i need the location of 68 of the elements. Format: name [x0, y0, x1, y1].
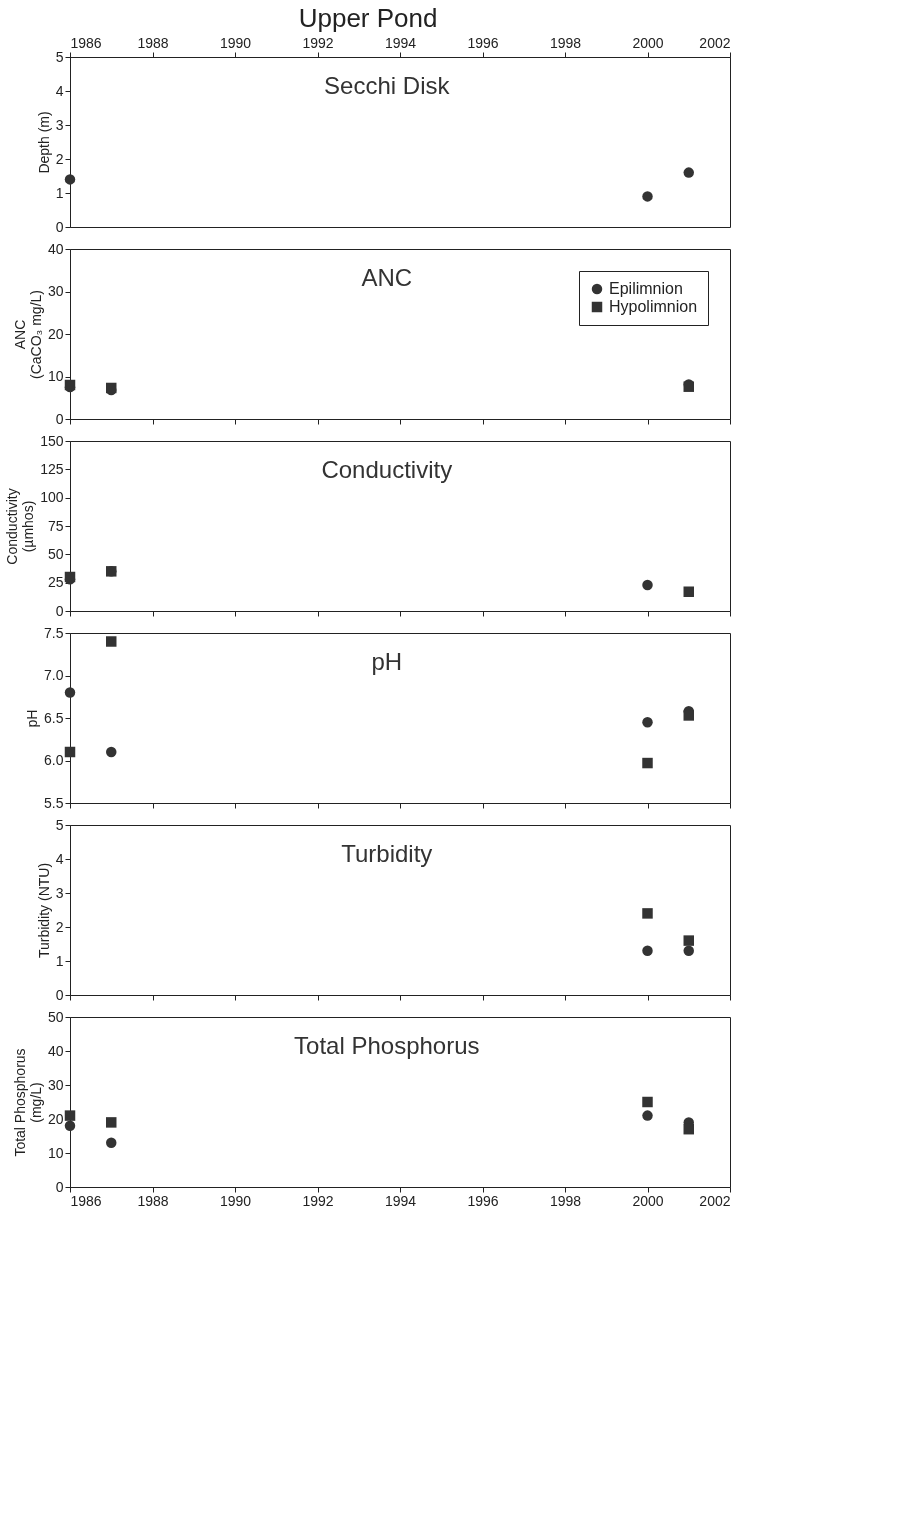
y-tick-label: 2 — [55, 150, 64, 167]
y-tick-label: 2 — [55, 918, 64, 935]
x-tick-label: 1996 — [467, 1192, 499, 1209]
y-axis-title: Conductivity (µmhos) — [4, 488, 37, 565]
y-tick-label: 3 — [55, 884, 64, 901]
y-tick-label: 30 — [47, 283, 64, 299]
x-tick-label: 1986 — [70, 1192, 102, 1209]
y-tick-label: 150 — [40, 432, 64, 449]
y-tick-label: 6.0 — [44, 752, 64, 768]
y-tick-label: 1 — [55, 952, 64, 969]
y-tick-label: 0 — [55, 218, 64, 235]
y-tick-label: 100 — [40, 489, 64, 506]
x-tick-label: 1996 — [467, 34, 499, 51]
legend-label: Epilimnion — [609, 280, 683, 297]
y-axis-title: pH — [24, 709, 41, 728]
y-tick-label: 0 — [55, 602, 64, 619]
x-tick-label: 1992 — [302, 1192, 334, 1209]
y-tick-label: 30 — [47, 1076, 64, 1093]
x-tick-label: 1988 — [137, 34, 169, 51]
x-tick-label: 1988 — [137, 1192, 169, 1209]
y-tick-label: 20 — [47, 1110, 64, 1127]
text: ANC — [361, 264, 413, 291]
y-tick-label: 50 — [47, 1008, 64, 1025]
y-tick-label: 5 — [55, 816, 64, 833]
x-tick-label: 1990 — [219, 34, 252, 51]
x-tick-label: 2000 — [632, 34, 664, 51]
y-tick-label: 125 — [40, 460, 64, 477]
x-tick-label: 1998 — [549, 34, 582, 51]
y-tick-label: 50 — [47, 545, 64, 562]
y-tick-label: 7.0 — [44, 667, 64, 683]
x-tick-label: 1992 — [302, 34, 334, 51]
y-tick-label: 40 — [47, 1042, 64, 1059]
y-axis-title: ANC (CaCO₃ mg/L) — [11, 290, 44, 379]
legend-label: Hypolimnion — [609, 298, 698, 315]
text: Turbidity — [341, 840, 433, 867]
y-tick-label: 25 — [47, 574, 64, 591]
text: Secchi Disk — [324, 72, 451, 99]
y-tick-label: 4 — [55, 850, 64, 867]
x-tick-label: 1990 — [219, 1192, 252, 1209]
y-tick-label: 6.5 — [44, 709, 64, 726]
y-tick-label: 3 — [55, 116, 64, 133]
y-tick-label: 4 — [55, 82, 64, 99]
y-tick-label: 0 — [55, 1178, 64, 1195]
y-axis-title: Turbidity (NTU) — [35, 862, 52, 959]
y-tick-label: 5 — [55, 48, 64, 65]
x-tick-label: 1994 — [384, 34, 417, 51]
y-tick-label: 75 — [47, 517, 64, 534]
text: Upper Pond — [298, 2, 438, 33]
text: Conductivity — [321, 456, 453, 483]
text: Total Phosphorus — [294, 1032, 480, 1059]
y-tick-label: 5.5 — [44, 794, 64, 811]
x-tick-label: 2000 — [632, 1192, 664, 1209]
y-tick-label: 20 — [47, 325, 64, 342]
y-tick-label: 40 — [47, 240, 64, 257]
text: pH — [371, 648, 403, 675]
x-tick-label: 1998 — [549, 1192, 582, 1209]
y-axis-title: Total Phosphorus (mg/L) — [11, 1048, 44, 1157]
y-tick-label: 1 — [55, 184, 64, 201]
y-tick-label: 0 — [55, 986, 64, 1003]
y-tick-label: 0 — [55, 410, 64, 427]
y-axis-title: Depth (m) — [35, 111, 52, 174]
y-tick-label: 10 — [47, 368, 64, 384]
y-tick-label: 7.5 — [44, 624, 64, 641]
y-tick-label: 10 — [47, 1144, 64, 1161]
x-tick-label: 1994 — [384, 1192, 417, 1209]
x-tick-label: 1986 — [70, 34, 102, 51]
x-tick-label: 2002 — [699, 1192, 731, 1209]
x-tick-label: 2002 — [699, 34, 731, 51]
